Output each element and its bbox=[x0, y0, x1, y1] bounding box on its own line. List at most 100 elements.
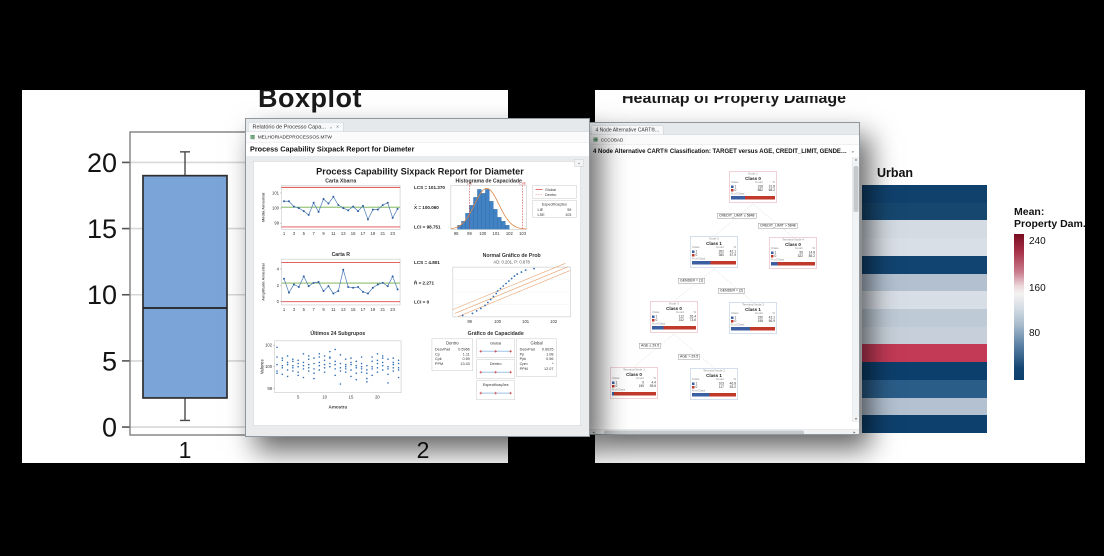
collapse-report-button[interactable]: ⌄ bbox=[574, 159, 584, 167]
svg-text:98: 98 bbox=[267, 386, 272, 391]
class-color-chip bbox=[771, 255, 774, 258]
heatmap-cell bbox=[862, 415, 987, 434]
svg-text:Amostra: Amostra bbox=[329, 405, 348, 410]
tree-node-t2: Terminal Node 2 Class 1 Class Count% 1 103 46.… bbox=[690, 368, 738, 400]
cell-count: 9 bbox=[642, 380, 644, 385]
tree-node-class-bar bbox=[692, 261, 736, 265]
worksheet-icon: ▦ bbox=[593, 136, 599, 143]
svg-text:PPM: PPM bbox=[435, 362, 443, 366]
svg-text:Histograma de Capacidade: Histograma de Capacidade bbox=[456, 178, 523, 184]
svg-text:*: * bbox=[552, 362, 554, 366]
svg-text:Gráfico de Capacidade: Gráfico de Capacidade bbox=[468, 331, 524, 337]
svg-text:101: 101 bbox=[522, 319, 530, 324]
bar-class0-segment bbox=[749, 327, 775, 331]
cell-pct: 4.4 bbox=[651, 380, 656, 385]
svg-text:0: 0 bbox=[277, 299, 280, 304]
tree-node-n1: Node 1 Class 0 Class Count% 1 318 31.8 0 682 68.2… bbox=[729, 171, 777, 203]
svg-text:Especificações: Especificações bbox=[483, 382, 509, 387]
cart-tab[interactable]: 4 Node Alternative CART®... bbox=[591, 125, 664, 135]
tree-node-bar-label: % of Class bbox=[692, 389, 706, 393]
svg-text:3: 3 bbox=[293, 231, 296, 236]
bar-class0-segment bbox=[663, 326, 696, 330]
svg-text:3: 3 bbox=[293, 307, 296, 312]
scroll-left-icon[interactable]: ◄ bbox=[591, 431, 596, 435]
tree-node-table-header: Class Count% bbox=[652, 311, 696, 315]
cell-class: 1 bbox=[692, 382, 709, 386]
worksheet-icon: ▦ bbox=[250, 134, 256, 140]
th-count: Count bbox=[794, 247, 803, 250]
heatmap-cell bbox=[862, 291, 987, 310]
heatmap-cell bbox=[862, 255, 987, 274]
cell-class: 0 bbox=[652, 319, 669, 323]
th-pct: % bbox=[812, 247, 815, 250]
vertical-scroll-thumb[interactable] bbox=[853, 166, 859, 212]
cell-pct: 26.4 bbox=[689, 314, 696, 319]
th-pct: % bbox=[772, 181, 775, 184]
sixpack-worksheet-label: MELHORIADEPROCESSOS.MTW bbox=[257, 134, 332, 141]
sixpack-content: Process Capability Sixpack Report for Di… bbox=[246, 156, 589, 436]
tab-menu-icon[interactable]: ⌄ bbox=[328, 124, 334, 130]
tree-connectors bbox=[633, 203, 794, 369]
cell-count: 198 bbox=[757, 319, 763, 324]
tree-node-table-row: 1 103 46.8 bbox=[692, 382, 736, 386]
tree-node-label: Terminal Node 3 bbox=[742, 303, 764, 307]
svg-text:4: 4 bbox=[277, 266, 280, 271]
class-color-chip bbox=[612, 381, 615, 384]
th-class: Class bbox=[692, 378, 700, 381]
cell-pct: 68.2 bbox=[768, 188, 775, 193]
tree-node-table-row: 0 312 73.6 bbox=[652, 319, 696, 323]
vertical-scrollbar[interactable]: ▲ ▼ bbox=[852, 157, 859, 422]
heatmap-cell bbox=[862, 202, 987, 221]
cell-class: 1 bbox=[731, 316, 748, 320]
cell-class: 1 bbox=[652, 315, 669, 319]
tree-node-t4: Terminal Node 4 Class 0 Class Count% 1 56 14.8… bbox=[769, 237, 817, 269]
horizontal-scrollbar[interactable]: ◄ ► bbox=[589, 429, 859, 435]
svg-text:Cpm: Cpm bbox=[520, 362, 528, 366]
th-class: Class bbox=[692, 246, 700, 249]
th-class: Class bbox=[731, 181, 739, 184]
cell-pct: 43.1 bbox=[768, 315, 775, 320]
scroll-right-icon[interactable]: ► bbox=[852, 431, 857, 435]
class-color-chip bbox=[771, 251, 774, 254]
tree-node-table-row: 0 682 68.2 bbox=[731, 189, 775, 193]
svg-text:11: 11 bbox=[331, 231, 336, 236]
svg-text:10: 10 bbox=[87, 280, 117, 310]
svg-text:9: 9 bbox=[322, 231, 325, 236]
tree-node-bar-label: % of Class bbox=[612, 388, 626, 392]
svg-text:1: 1 bbox=[179, 437, 192, 463]
svg-text:Global: Global bbox=[490, 340, 501, 345]
horizontal-scroll-thumb[interactable] bbox=[604, 430, 804, 434]
tab-close-icon[interactable]: × bbox=[336, 124, 339, 130]
sixpack-worksheet-row: ▦ MELHORIADEPROCESSOS.MTW bbox=[246, 132, 589, 143]
svg-text:100: 100 bbox=[265, 364, 273, 369]
svg-text:99: 99 bbox=[567, 208, 571, 212]
tree-node-n3: Node 3 Class 0 Class Count% 1 112 26.4 0 312 73.6… bbox=[650, 301, 698, 333]
bar-class1-segment bbox=[731, 327, 750, 331]
tree-split-label-1: CREDIT_LIMIT > 5848 bbox=[758, 223, 798, 229]
svg-text:LIE: LIE bbox=[538, 208, 544, 212]
class-color-chip bbox=[692, 382, 695, 385]
bar-class0-segment bbox=[777, 262, 815, 266]
th-class: Class bbox=[612, 377, 620, 380]
tree-node-table-row: 0 360 57.9 bbox=[692, 254, 736, 258]
tree-node-n2: Node 2 Class 1 Class Count% 1 262 42.1 0 360 57.9… bbox=[690, 236, 738, 268]
tree-node-label: Terminal Node 4 bbox=[782, 238, 804, 242]
svg-text:23: 23 bbox=[390, 231, 395, 236]
tree-node-class: Class 0 bbox=[785, 242, 801, 247]
svg-text:Últimos 24 Subgrupos: Últimos 24 Subgrupos bbox=[310, 330, 365, 337]
heatmap-cell bbox=[862, 309, 987, 327]
tree-node-class-bar bbox=[771, 262, 815, 266]
scroll-down-icon[interactable]: ▼ bbox=[854, 417, 858, 422]
sixpack-report-chart: Process Capability Sixpack Report for Di… bbox=[260, 166, 577, 410]
tree-node-class-bar bbox=[652, 326, 696, 330]
th-pct: % bbox=[733, 246, 736, 249]
cell-class: 0 bbox=[692, 386, 709, 390]
tree-node-table-header: Class Count% bbox=[731, 181, 775, 185]
tree-node-table-row: 1 56 14.8 bbox=[771, 251, 815, 255]
scroll-up-icon[interactable]: ▲ bbox=[854, 158, 858, 162]
sixpack-tab[interactable]: Relatório de Processo Capa... ⌄ × bbox=[248, 122, 344, 132]
svg-text:LIE: LIE bbox=[467, 181, 473, 185]
collapse-output-icon[interactable]: ⌄ bbox=[850, 148, 855, 154]
svg-text:12.07: 12.07 bbox=[544, 367, 553, 371]
svg-text:Média Amostral: Média Amostral bbox=[261, 193, 266, 222]
